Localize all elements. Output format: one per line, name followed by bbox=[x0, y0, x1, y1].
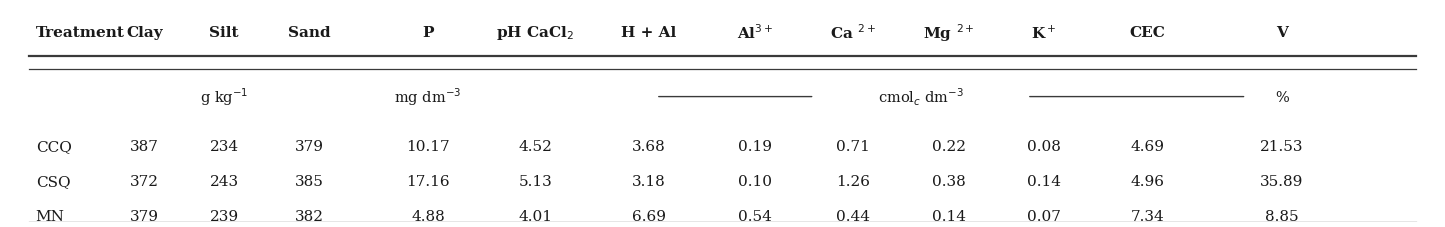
Text: Ca $^{2+}$: Ca $^{2+}$ bbox=[829, 24, 876, 42]
Text: 239: 239 bbox=[210, 209, 238, 223]
Text: 0.19: 0.19 bbox=[738, 139, 772, 153]
Text: 1.26: 1.26 bbox=[835, 174, 870, 188]
Text: 0.22: 0.22 bbox=[932, 139, 967, 153]
Text: 21.53: 21.53 bbox=[1260, 139, 1303, 153]
Text: 0.14: 0.14 bbox=[932, 209, 967, 223]
Text: P: P bbox=[422, 26, 434, 40]
Text: 372: 372 bbox=[130, 174, 159, 188]
Text: 8.85: 8.85 bbox=[1264, 209, 1299, 223]
Text: 0.71: 0.71 bbox=[835, 139, 870, 153]
Text: g kg$^{-1}$: g kg$^{-1}$ bbox=[199, 86, 249, 108]
Text: 3.68: 3.68 bbox=[631, 139, 666, 153]
Text: 234: 234 bbox=[210, 139, 238, 153]
Text: 385: 385 bbox=[295, 174, 324, 188]
Text: 0.44: 0.44 bbox=[835, 209, 870, 223]
Text: CCQ: CCQ bbox=[36, 139, 72, 153]
Text: pH CaCl$_2$: pH CaCl$_2$ bbox=[497, 24, 575, 42]
Text: 0.08: 0.08 bbox=[1027, 139, 1061, 153]
Text: 379: 379 bbox=[295, 139, 324, 153]
Text: CEC: CEC bbox=[1130, 26, 1165, 40]
Text: cmol$_c$ dm$^{-3}$: cmol$_c$ dm$^{-3}$ bbox=[877, 86, 964, 108]
Text: MN: MN bbox=[36, 209, 65, 223]
Text: 4.52: 4.52 bbox=[519, 139, 552, 153]
Text: 6.69: 6.69 bbox=[631, 209, 666, 223]
Text: 0.38: 0.38 bbox=[932, 174, 965, 188]
Text: %: % bbox=[1274, 90, 1289, 104]
Text: Sand: Sand bbox=[288, 26, 331, 40]
Text: Al$^{3+}$: Al$^{3+}$ bbox=[737, 24, 773, 42]
Text: 4.69: 4.69 bbox=[1130, 139, 1165, 153]
Text: H + Al: H + Al bbox=[621, 26, 676, 40]
Text: 4.96: 4.96 bbox=[1130, 174, 1165, 188]
Text: 5.13: 5.13 bbox=[519, 174, 552, 188]
Text: V: V bbox=[1276, 26, 1287, 40]
Text: 4.88: 4.88 bbox=[410, 209, 445, 223]
Text: mg dm$^{-3}$: mg dm$^{-3}$ bbox=[394, 86, 462, 108]
Text: Treatment: Treatment bbox=[36, 26, 124, 40]
Text: 10.17: 10.17 bbox=[406, 139, 449, 153]
Text: 4.01: 4.01 bbox=[519, 209, 552, 223]
Text: CSQ: CSQ bbox=[36, 174, 71, 188]
Text: K$^+$: K$^+$ bbox=[1032, 24, 1056, 42]
Text: 7.34: 7.34 bbox=[1130, 209, 1165, 223]
Text: 0.10: 0.10 bbox=[738, 174, 772, 188]
Text: 35.89: 35.89 bbox=[1260, 174, 1303, 188]
Text: 17.16: 17.16 bbox=[406, 174, 449, 188]
Text: 0.54: 0.54 bbox=[738, 209, 772, 223]
Text: Clay: Clay bbox=[126, 26, 163, 40]
Text: 0.07: 0.07 bbox=[1027, 209, 1061, 223]
Text: 243: 243 bbox=[210, 174, 238, 188]
Text: Mg $^{2+}$: Mg $^{2+}$ bbox=[923, 22, 975, 44]
Text: Silt: Silt bbox=[210, 26, 238, 40]
Text: 0.14: 0.14 bbox=[1027, 174, 1061, 188]
Text: 387: 387 bbox=[130, 139, 159, 153]
Text: 382: 382 bbox=[295, 209, 324, 223]
Text: 379: 379 bbox=[130, 209, 159, 223]
Text: 3.18: 3.18 bbox=[631, 174, 666, 188]
